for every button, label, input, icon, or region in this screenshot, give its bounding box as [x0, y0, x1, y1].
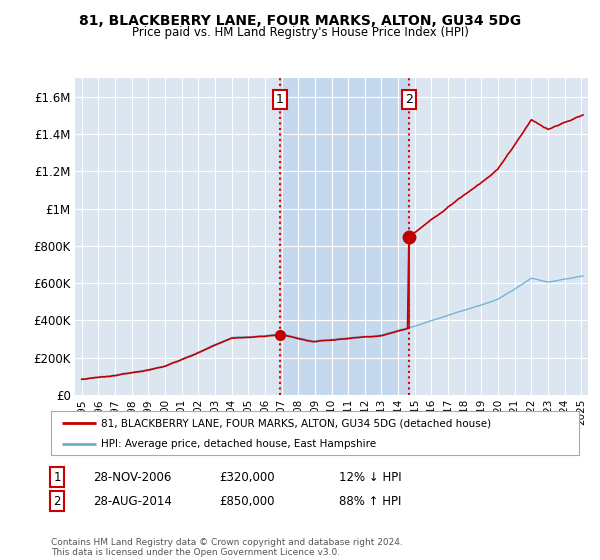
Text: £320,000: £320,000 — [219, 470, 275, 484]
Text: HPI: Average price, detached house, East Hampshire: HPI: Average price, detached house, East… — [101, 439, 376, 449]
Text: 2: 2 — [53, 494, 61, 508]
Text: Contains HM Land Registry data © Crown copyright and database right 2024.
This d: Contains HM Land Registry data © Crown c… — [51, 538, 403, 557]
Text: 2: 2 — [405, 92, 413, 106]
Bar — [280, 78, 409, 395]
Text: 1: 1 — [276, 92, 284, 106]
Text: 12% ↓ HPI: 12% ↓ HPI — [339, 470, 401, 484]
Text: Price paid vs. HM Land Registry's House Price Index (HPI): Price paid vs. HM Land Registry's House … — [131, 26, 469, 39]
Text: £850,000: £850,000 — [219, 494, 275, 508]
Text: 1: 1 — [53, 470, 61, 484]
Text: 81, BLACKBERRY LANE, FOUR MARKS, ALTON, GU34 5DG: 81, BLACKBERRY LANE, FOUR MARKS, ALTON, … — [79, 14, 521, 28]
Text: 28-NOV-2006: 28-NOV-2006 — [93, 470, 172, 484]
Text: 81, BLACKBERRY LANE, FOUR MARKS, ALTON, GU34 5DG (detached house): 81, BLACKBERRY LANE, FOUR MARKS, ALTON, … — [101, 418, 491, 428]
Text: 88% ↑ HPI: 88% ↑ HPI — [339, 494, 401, 508]
Text: 28-AUG-2014: 28-AUG-2014 — [93, 494, 172, 508]
